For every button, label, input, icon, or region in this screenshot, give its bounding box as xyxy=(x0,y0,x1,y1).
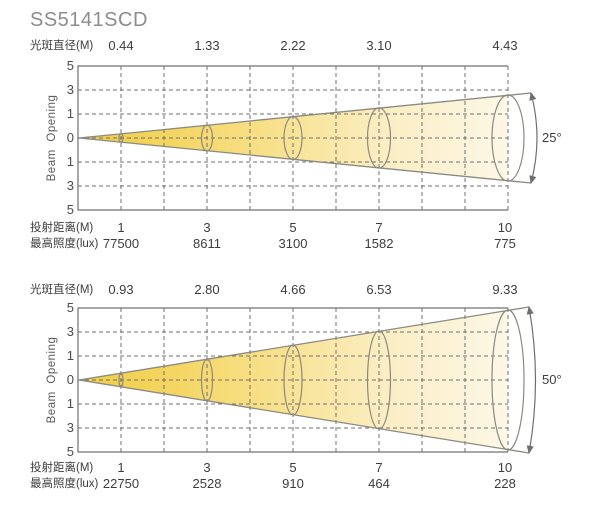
y-tick: 0 xyxy=(66,130,74,145)
axis-frame-50 xyxy=(77,307,508,453)
spot-ellipse xyxy=(283,115,303,161)
spot-diameter-value: 9.33 xyxy=(492,282,518,297)
page-title: SS5141SCD xyxy=(30,9,148,31)
y-tick: 3 xyxy=(66,420,74,435)
spot-diameter-value: 0.93 xyxy=(108,282,134,297)
distance-value: 1 xyxy=(117,220,125,235)
beam-edges-50 xyxy=(78,306,530,454)
spot-ellipse xyxy=(366,330,392,430)
spot-ellipse xyxy=(118,133,124,143)
distance-value: 10 xyxy=(497,460,513,475)
axis-frame-25 xyxy=(77,65,508,211)
spot-ellipse xyxy=(200,124,214,152)
spot-ellipse xyxy=(118,372,124,388)
distance-value: 10 xyxy=(497,220,513,235)
spot-ellipse xyxy=(491,309,525,451)
angle-arc-25 xyxy=(529,91,538,185)
y-tick: 1 xyxy=(66,396,74,411)
y-axis-label-25: Beam Opening xyxy=(46,94,58,182)
spot-diameter-value: 4.66 xyxy=(280,282,306,297)
grid-50 xyxy=(78,308,509,452)
distance-value: 5 xyxy=(289,460,297,475)
illuminance-value: 22750 xyxy=(102,476,140,491)
spot-diameter-value: 4.43 xyxy=(492,38,518,53)
illuminance-value: 228 xyxy=(494,476,516,491)
beam-angle-25: 25° xyxy=(542,130,562,145)
spot-diameter-value: 6.53 xyxy=(366,282,392,297)
y-tick: 3 xyxy=(66,82,74,97)
beam-edges-25 xyxy=(78,92,532,184)
spot-ellipse xyxy=(491,94,525,182)
spot-diameter-value: 2.22 xyxy=(280,38,306,53)
illuminance-value: 464 xyxy=(368,476,390,491)
y-tick: 1 xyxy=(66,348,74,363)
illuminance-value: 910 xyxy=(282,476,304,491)
illuminance-label-50: 最高照度(lux) xyxy=(30,478,99,490)
spot-ellipse xyxy=(366,107,392,169)
spot-ellipses-50 xyxy=(118,309,525,451)
spot-ellipses-25 xyxy=(118,94,525,182)
illuminance-value: 3100 xyxy=(278,236,308,251)
grid-25 xyxy=(78,66,509,210)
distance-label-50: 投射距离(M) xyxy=(30,462,94,474)
y-tick: 3 xyxy=(66,178,74,193)
y-tick: 5 xyxy=(66,444,74,459)
distance-value: 7 xyxy=(375,460,383,475)
distance-value: 1 xyxy=(117,460,125,475)
spot-diameter-value: 3.10 xyxy=(366,38,392,53)
illuminance-value: 2528 xyxy=(192,476,222,491)
spot-ellipse xyxy=(200,358,214,402)
y-axis-label-50: Beam Opening xyxy=(46,336,58,424)
spot-diameter-value: 2.80 xyxy=(194,282,220,297)
distance-value: 3 xyxy=(203,220,211,235)
illuminance-value: 8611 xyxy=(193,236,221,251)
spot-diameter-label-25: 光斑直径(M) xyxy=(30,40,94,52)
y-tick: 5 xyxy=(66,202,74,217)
y-tick: 1 xyxy=(66,154,74,169)
distance-value: 7 xyxy=(375,220,383,235)
distance-value: 5 xyxy=(289,220,297,235)
beam-chart-25 xyxy=(77,65,538,211)
spot-diameter-value: 1.33 xyxy=(194,38,220,53)
illuminance-value: 1582 xyxy=(364,236,394,251)
angle-arc-50 xyxy=(526,305,537,455)
illuminance-value: 77500 xyxy=(102,236,140,251)
spot-diameter-label-50: 光斑直径(M) xyxy=(30,284,94,296)
illuminance-value: 775 xyxy=(494,236,516,251)
spot-ellipse xyxy=(283,344,303,416)
y-tick: 3 xyxy=(66,324,74,339)
spot-diameter-value: 0.44 xyxy=(108,38,134,53)
beam-chart-50 xyxy=(77,305,537,455)
illuminance-label-25: 最高照度(lux) xyxy=(30,238,99,250)
beam-angle-50: 50° xyxy=(542,372,562,387)
y-tick: 5 xyxy=(66,300,74,315)
distance-label-25: 投射距离(M) xyxy=(30,222,94,234)
y-tick: 0 xyxy=(66,372,74,387)
y-tick: 5 xyxy=(66,58,74,73)
distance-value: 3 xyxy=(203,460,211,475)
y-tick: 1 xyxy=(66,106,74,121)
